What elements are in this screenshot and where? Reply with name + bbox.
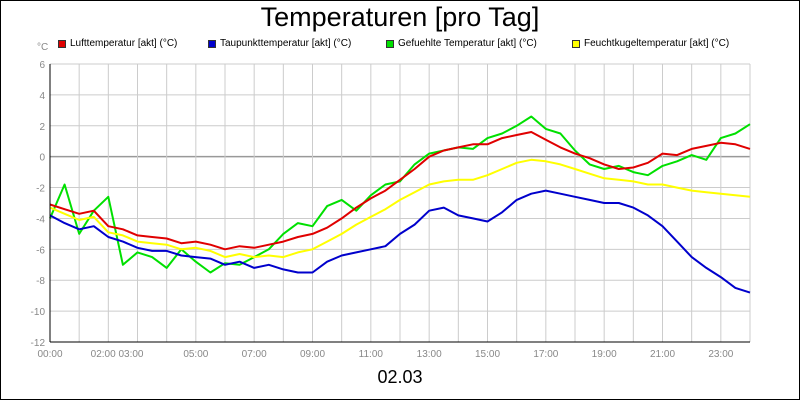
legend-label-taupunkttemperatur: Taupunkttemperatur [akt] (°C)	[220, 38, 352, 49]
y-tick-label: 2	[39, 122, 45, 133]
legend-swatch-taupunkttemperatur	[208, 39, 216, 48]
x-tick-label: 09:00	[300, 349, 325, 360]
x-tick-label: 05:00	[183, 349, 208, 360]
chart-title: Temperaturen [pro Tag]	[260, 2, 540, 32]
legend-label-feuchtkugeltemperatur: Feuchtkugeltemperatur [akt] (°C)	[584, 38, 730, 49]
y-tick-label: -12	[31, 338, 46, 349]
x-tick-label: 23:00	[708, 349, 733, 360]
x-tick-label: 02:00 03:00	[91, 349, 144, 360]
y-tick-label: -4	[36, 214, 45, 225]
x-tick-label: 00:00	[37, 349, 62, 360]
x-tick-label: 11:00	[359, 349, 384, 360]
x-tick-label: 19:00	[592, 349, 617, 360]
legend-label-gefuehlte-temperatur: Gefuehlte Temperatur [akt] (°C)	[398, 38, 537, 49]
series-line-3	[49, 115, 751, 274]
series-line-1	[49, 131, 751, 251]
y-tick-label: -10	[31, 307, 46, 318]
legend-swatch-feuchtkugeltemperatur	[572, 39, 580, 48]
y-tick-label: -6	[36, 245, 45, 256]
y-tick-label: -8	[36, 276, 45, 287]
y-tick-label: 4	[39, 91, 45, 102]
y-unit-label: °C	[37, 42, 49, 53]
series-line-4	[49, 158, 751, 259]
y-tick-label: 0	[39, 153, 45, 164]
x-tick-label: 07:00	[242, 349, 267, 360]
y-tick-label: -2	[36, 184, 45, 195]
legend-item-taupunkttemperatur: Taupunkttemperatur [akt] (°C)	[208, 38, 351, 49]
x-tick-label: 13:00	[417, 349, 442, 360]
x-tick-label: 17:00	[533, 349, 558, 360]
x-tick-label: 21:00	[650, 349, 675, 360]
x-tick-label: 15:00	[475, 349, 500, 360]
legend-swatch-lufttemperatur	[58, 39, 66, 48]
legend-label-lufttemperatur: Lufttemperatur [akt] (°C)	[70, 38, 178, 49]
legend-item-gefuehlte-temperatur: Gefuehlte Temperatur [akt] (°C)	[386, 38, 537, 49]
series-line-2	[49, 189, 751, 294]
legend-item-feuchtkugeltemperatur: Feuchtkugeltemperatur [akt] (°C)	[572, 38, 729, 49]
date-label: 02.03	[377, 367, 423, 387]
legend-swatch-gefuehlte-temperatur	[386, 39, 394, 48]
legend-item-lufttemperatur: Lufttemperatur [akt] (°C)	[58, 38, 177, 49]
y-tick-label: 6	[39, 60, 45, 71]
